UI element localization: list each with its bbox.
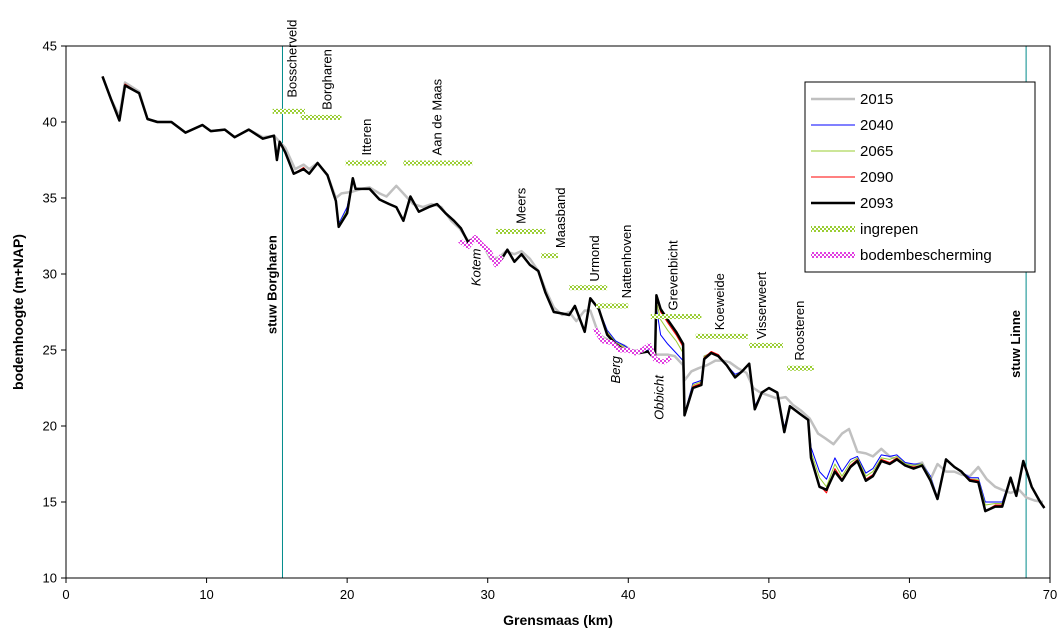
- bodembescherming-segment-1: [592, 327, 672, 365]
- weir-label-0: stuw Borgharen: [264, 235, 279, 334]
- y-tick-label-10: 10: [43, 571, 57, 586]
- ingreep-bar-7: [595, 303, 629, 309]
- site-label-1: Borgharen: [320, 49, 335, 110]
- x-tick-label-40: 40: [621, 587, 635, 602]
- site-label-14: Obbicht: [651, 374, 666, 420]
- site-label-3: Aan de Maas: [429, 78, 444, 155]
- bodembescherming-segment-0: [458, 235, 504, 268]
- legend: 2015 2040 2065 2090 2093 ingrepen bodembescher…: [804, 81, 1036, 273]
- legend-label-2065: 2065: [860, 143, 893, 160]
- weir-label-1: stuw Linne: [1008, 310, 1023, 378]
- y-tick-label-35: 35: [43, 191, 57, 206]
- site-label-12: Kotem: [469, 248, 484, 286]
- ingreep-bar-3: [403, 160, 473, 166]
- ingreep-bar-10: [749, 342, 783, 348]
- site-label-10: Visserweert: [754, 271, 769, 339]
- legend-label-2090: 2090: [860, 169, 893, 186]
- plot-frame: [65, 45, 1051, 579]
- legend-swatch-ingrepen: [811, 226, 855, 232]
- legend-swatch-bodembescherming: [811, 252, 855, 258]
- site-label-11: Roosteren: [792, 301, 807, 361]
- site-label-2: Itteren: [359, 119, 374, 156]
- legend-label-2015: 2015: [860, 91, 893, 108]
- ingreep-bar-4: [496, 228, 546, 234]
- x-tick-label-0: 0: [62, 587, 69, 602]
- legend-label-ingrepen: ingrepen: [860, 221, 918, 238]
- ingreep-bar-2: [345, 160, 387, 166]
- site-label-4: Meers: [514, 187, 529, 224]
- x-tick-label-50: 50: [762, 587, 776, 602]
- y-tick-label-30: 30: [43, 267, 57, 282]
- ingreep-bar-9: [695, 333, 748, 339]
- y-tick-label-40: 40: [43, 115, 57, 130]
- ingreep-bar-1: [300, 114, 342, 120]
- y-tick-label-45: 45: [43, 39, 57, 54]
- site-label-8: Grevenbicht: [665, 240, 680, 310]
- site-label-6: Urmond: [587, 235, 602, 281]
- ingreep-bar-5: [541, 253, 558, 259]
- y-tick-label-25: 25: [43, 343, 57, 358]
- site-label-7: Nattenhoven: [619, 225, 634, 299]
- ingreep-bar-6: [569, 285, 608, 291]
- legend-label-2040: 2040: [860, 117, 893, 134]
- plot-area: Bosscherveld Borgharen Itteren Aan de Maas M…: [101, 20, 1046, 578]
- ingreep-bar-8: [650, 314, 702, 320]
- y-tick-label-15: 15: [43, 495, 57, 510]
- legend-label-bodembescherming: bodembescherming: [860, 247, 992, 264]
- x-axis-title: Grensmaas (km): [503, 612, 613, 628]
- series-line-2093: [101, 75, 1046, 513]
- y-axis-title: bodemhoogte (m+NAP): [10, 234, 26, 390]
- x-tick-label-20: 20: [340, 587, 354, 602]
- site-label-5: Maasband: [553, 187, 568, 248]
- site-label-9: Koeweide: [712, 273, 727, 330]
- site-label-13: Berg: [608, 355, 623, 383]
- y-tick-label-20: 20: [43, 419, 57, 434]
- x-tick-label-10: 10: [199, 587, 213, 602]
- x-tick-label-60: 60: [902, 587, 916, 602]
- site-label-0: Bosscherveld: [285, 20, 300, 98]
- x-tick-label-30: 30: [480, 587, 494, 602]
- ingreep-bar-0: [272, 108, 305, 114]
- x-tick-label-70: 70: [1043, 587, 1057, 602]
- ingreep-bar-11: [787, 365, 814, 371]
- legend-label-2093: 2093: [860, 195, 893, 212]
- axes: 10 15 20 25 30 35 40 45 0 10 20 30 40 50 60 70 Grensmaas…: [10, 39, 1057, 629]
